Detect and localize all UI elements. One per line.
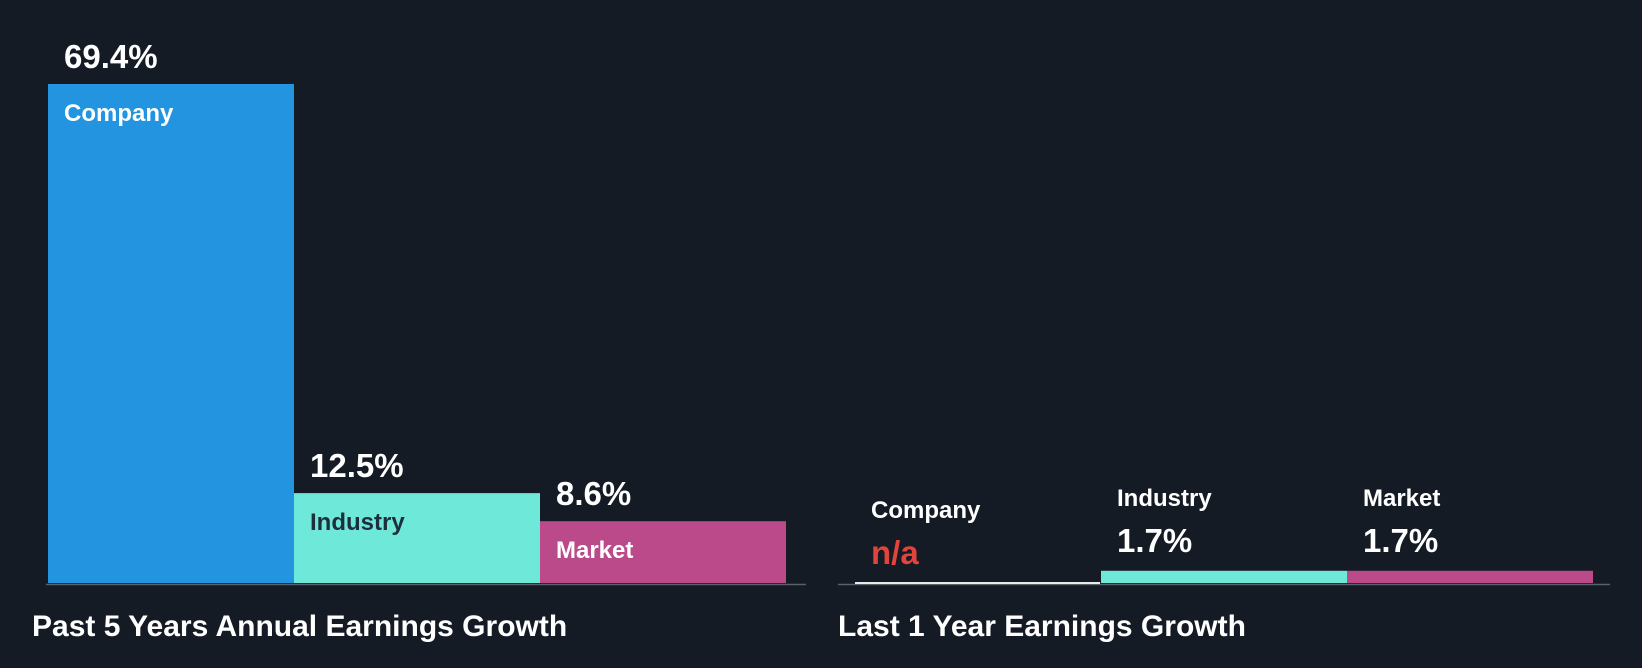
value-label-5y-company: 69.4% <box>64 38 158 75</box>
category-label-1y-industry: Industry <box>1117 485 1212 512</box>
chart-title-5y: Past 5 Years Annual Earnings Growth <box>32 610 567 643</box>
value-label-1y-company: n/a <box>871 534 919 571</box>
category-label-5y-industry: Industry <box>310 509 405 536</box>
category-label-5y-company: Company <box>64 100 174 127</box>
category-label-1y-company: Company <box>871 497 981 524</box>
value-label-1y-market: 1.7% <box>1363 522 1438 559</box>
bar-1y-market <box>1347 570 1593 583</box>
category-label-5y-market: Market <box>556 537 633 564</box>
category-label-1y-market: Market <box>1363 485 1440 512</box>
chart-title-1y: Last 1 Year Earnings Growth <box>838 610 1246 643</box>
bar-5y-industry <box>294 493 540 583</box>
value-label-1y-industry: 1.7% <box>1117 522 1192 559</box>
value-label-5y-industry: 12.5% <box>310 447 404 484</box>
bar-1y-industry <box>1101 570 1347 583</box>
bar-5y-market <box>540 521 786 583</box>
bar-5y-company <box>48 84 294 583</box>
labels-layer: 69.4% Company 12.5% Industry 8.6% Market n/a Co… <box>64 38 1440 571</box>
value-label-5y-market: 8.6% <box>556 475 631 512</box>
bars-layer <box>48 84 1593 583</box>
